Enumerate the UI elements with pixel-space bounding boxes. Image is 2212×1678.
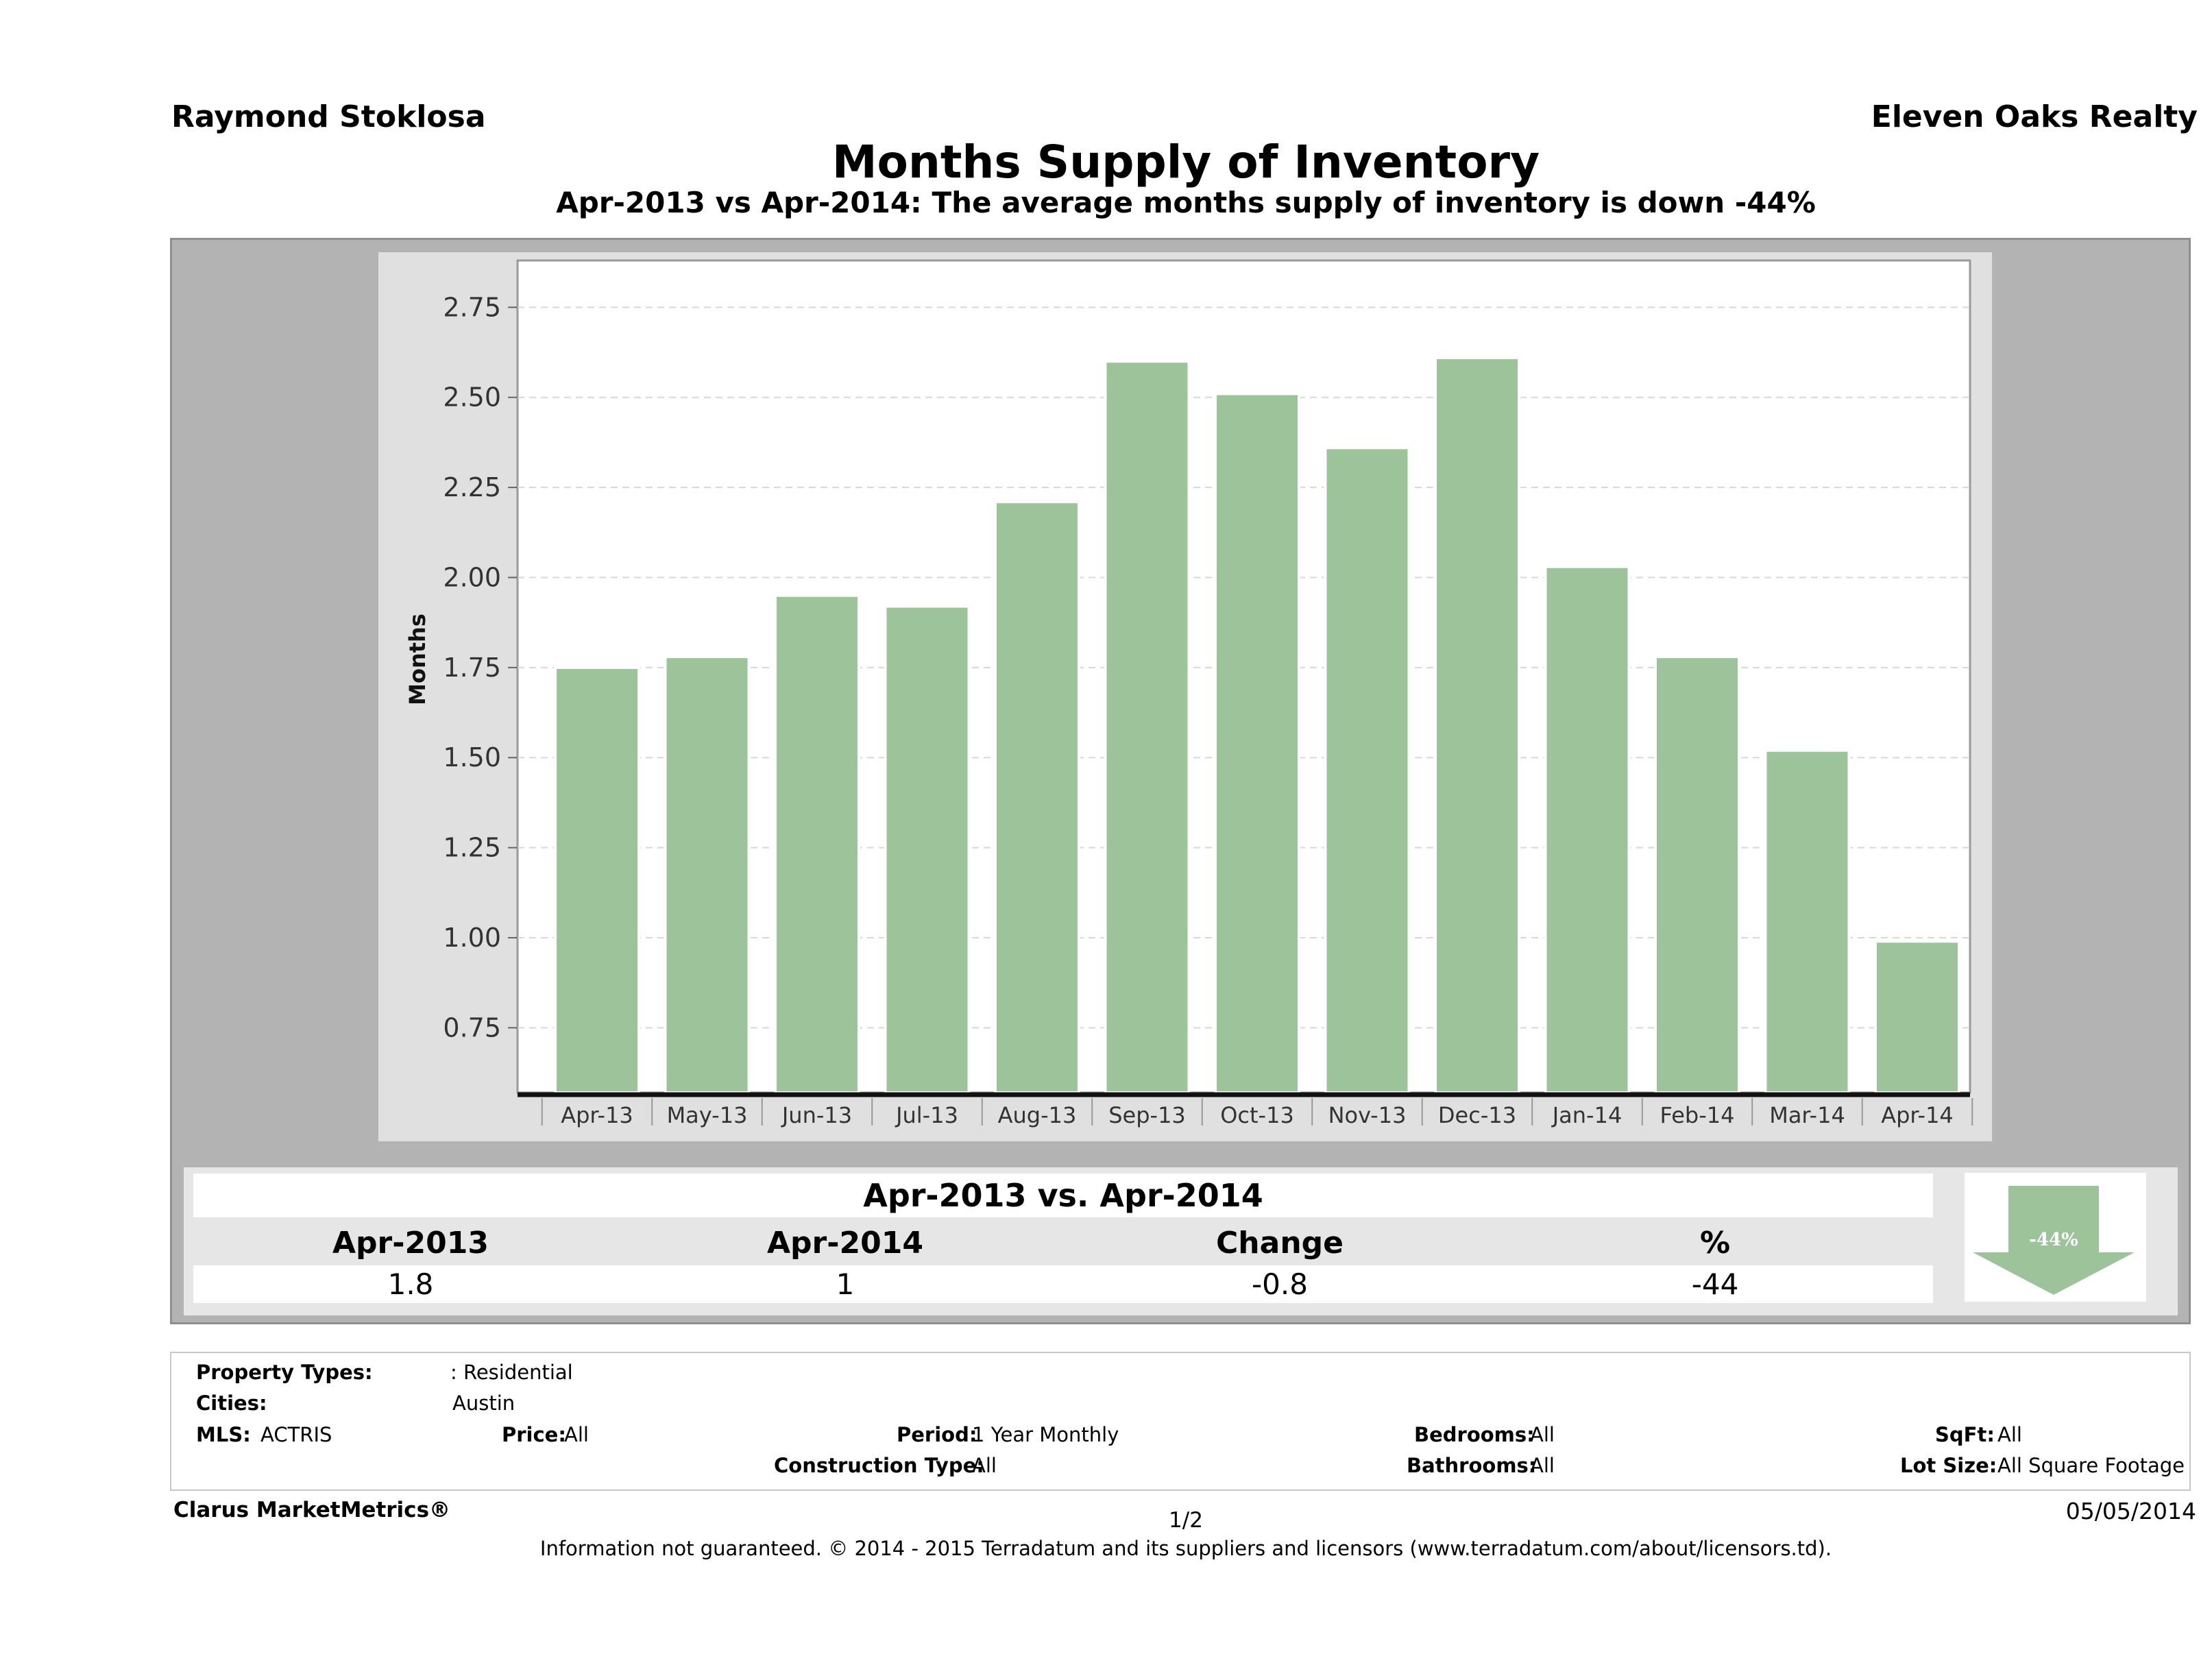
chart-title: Months Supply of Inventory bbox=[831, 136, 1540, 189]
summary-title: Apr-2013 vs. Apr-2014 bbox=[193, 1174, 1933, 1217]
bar bbox=[554, 666, 640, 1094]
construction-type-label: Construction Type: bbox=[774, 1454, 984, 1477]
bar bbox=[884, 605, 971, 1094]
construction-type-value: All bbox=[972, 1454, 997, 1477]
sqft-label: SqFt: bbox=[1935, 1423, 1995, 1446]
bar bbox=[1764, 749, 1851, 1094]
mls-value: ACTRIS bbox=[260, 1423, 332, 1446]
period-value: 1 Year Monthly bbox=[972, 1423, 1119, 1446]
x-tick-label: Apr-13 bbox=[561, 1102, 633, 1128]
mls-label: MLS: bbox=[196, 1423, 251, 1446]
lot-size-label: Lot Size: bbox=[1900, 1454, 1997, 1477]
y-tick-label: 1.75 bbox=[443, 653, 501, 683]
y-tick-label: 2.00 bbox=[443, 562, 501, 592]
x-tick-label: Jul-13 bbox=[895, 1102, 958, 1128]
y-tick-label: 2.25 bbox=[443, 472, 501, 502]
bar bbox=[1874, 940, 1960, 1094]
summary-value-apr-2013: 1.8 bbox=[387, 1267, 434, 1301]
x-tick-label: Mar-14 bbox=[1769, 1102, 1845, 1128]
bar-chart: 0.75 1.00 1.25 1.50 1.75 2.00 2.25 2.50 2.75 Apr-… bbox=[404, 259, 1973, 1128]
price-label: Price: bbox=[502, 1423, 566, 1446]
bedrooms-value: All bbox=[1530, 1423, 1555, 1446]
bar bbox=[1544, 565, 1631, 1094]
y-axis-label: Months bbox=[404, 613, 430, 705]
bathrooms-value: All bbox=[1530, 1454, 1555, 1477]
summary-value-change: -0.8 bbox=[1252, 1267, 1308, 1301]
summary-header-apr-2014: Apr-2014 bbox=[767, 1226, 923, 1261]
x-tick-label: Nov-13 bbox=[1328, 1102, 1407, 1128]
period-label: Period: bbox=[897, 1423, 977, 1446]
x-tick-label: Jan-14 bbox=[1551, 1102, 1622, 1128]
down-arrow-icon bbox=[1973, 1186, 2135, 1295]
bar bbox=[774, 594, 860, 1094]
bar bbox=[994, 500, 1080, 1094]
bedrooms-label: Bedrooms: bbox=[1414, 1423, 1535, 1446]
disclaimer: Information not guaranteed. © 2014 - 201… bbox=[539, 1537, 1832, 1560]
x-tick-label: May-13 bbox=[667, 1102, 748, 1128]
bar bbox=[1324, 446, 1411, 1094]
summary-values-row bbox=[193, 1265, 1933, 1303]
bar bbox=[1104, 360, 1191, 1095]
summary-header-change: Change bbox=[1216, 1226, 1344, 1261]
sqft-value: All bbox=[1997, 1423, 2022, 1446]
company-name: Eleven Oaks Realty bbox=[1871, 99, 2198, 134]
y-tick-label: 2.75 bbox=[443, 292, 501, 322]
x-tick-label: Jun-13 bbox=[781, 1102, 852, 1128]
bar bbox=[1214, 392, 1300, 1095]
y-tick-label: 1.50 bbox=[443, 742, 501, 773]
summary-value-apr-2014: 1 bbox=[836, 1267, 855, 1301]
x-tick-label: Sep-13 bbox=[1108, 1102, 1186, 1128]
y-tick-label: 0.75 bbox=[443, 1012, 501, 1043]
summary-value-percent: -44 bbox=[1691, 1267, 1739, 1301]
agent-name: Raymond Stoklosa bbox=[171, 99, 486, 134]
property-types-label: Property Types: bbox=[196, 1361, 373, 1384]
summary-header-apr-2013: Apr-2013 bbox=[332, 1226, 489, 1261]
y-tick-label: 1.25 bbox=[443, 833, 501, 863]
summary-header-percent: % bbox=[1699, 1226, 1731, 1261]
brand-name: Clarus MarketMetrics® bbox=[173, 1498, 451, 1522]
x-tick-label: Dec-13 bbox=[1438, 1102, 1516, 1128]
report-date: 05/05/2014 bbox=[2065, 1498, 2196, 1524]
chart-subtitle: Apr-2013 vs Apr-2014: The average months… bbox=[556, 186, 1816, 219]
cities-label: Cities: bbox=[196, 1391, 267, 1415]
bar bbox=[1434, 356, 1520, 1094]
y-tick-label: 1.00 bbox=[443, 923, 501, 953]
bar bbox=[664, 655, 751, 1094]
x-tick-label: Apr-14 bbox=[1881, 1102, 1954, 1128]
lot-size-value: All Square Footage bbox=[1997, 1454, 2185, 1477]
change-indicator: -44% bbox=[1965, 1173, 2146, 1302]
price-value: All bbox=[564, 1423, 589, 1446]
cities-value: Austin bbox=[452, 1391, 515, 1415]
page-number: 1/2 bbox=[1169, 1508, 1203, 1533]
chart-panel: 0.75 1.00 1.25 1.50 1.75 2.00 2.25 2.50 2.75 Apr-… bbox=[378, 252, 1992, 1141]
x-tick-label: Oct-13 bbox=[1220, 1102, 1294, 1128]
bathrooms-label: Bathrooms: bbox=[1407, 1454, 1537, 1477]
filters-panel bbox=[170, 1352, 2191, 1491]
property-types-value: : Residential bbox=[450, 1361, 573, 1384]
x-tick-label: Feb-14 bbox=[1660, 1102, 1735, 1128]
x-tick-label: Aug-13 bbox=[998, 1102, 1077, 1128]
y-tick-label: 2.50 bbox=[443, 382, 501, 413]
bar bbox=[1654, 655, 1740, 1094]
arrow-percent-label: -44% bbox=[2029, 1230, 2078, 1250]
